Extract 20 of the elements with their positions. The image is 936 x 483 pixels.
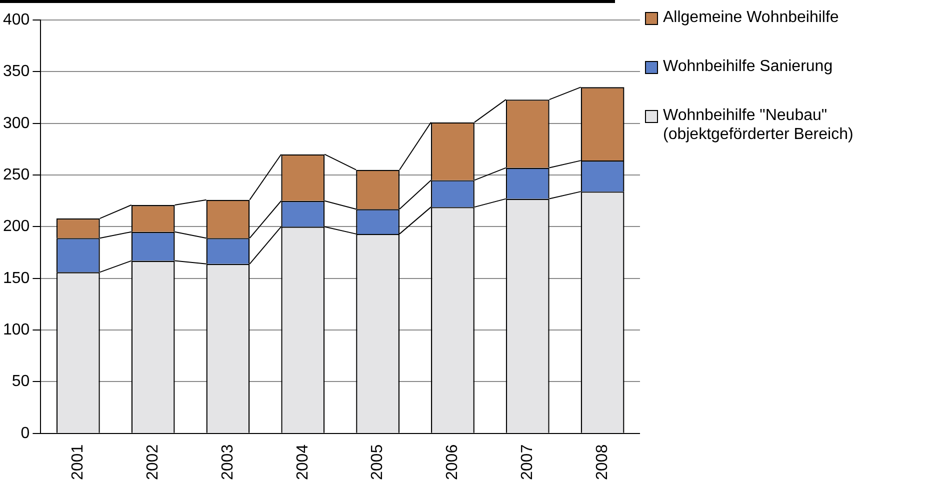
y-tick-label: 350	[2, 63, 30, 80]
legend-label: Wohnbeihilfe "Neubau" (objektgeförderter Bereich)	[663, 106, 854, 144]
y-tick-label: 100	[2, 321, 30, 338]
y-tick-label: 300	[2, 114, 30, 132]
y-tick-label: 50	[12, 373, 30, 390]
y-tick-label: 0	[20, 424, 30, 442]
x-tick-label: 2005	[369, 444, 386, 480]
y-tick-label: 250	[2, 166, 30, 184]
y-tick-label: 150	[2, 270, 30, 287]
x-tick-label: 2003	[219, 444, 236, 480]
x-tick-label: 2002	[144, 444, 162, 480]
legend-label: Wohnbeihilfe Sanierung	[663, 57, 834, 76]
y-tick-label: 200	[2, 218, 30, 236]
x-tick-label: 2001	[70, 444, 87, 480]
x-tick-label: 2006	[444, 444, 462, 480]
x-tick-label: 2004	[294, 444, 312, 480]
x-tick-label: 2008	[594, 444, 611, 480]
legend-label: Allgemeine Wohnbeihilfe	[663, 8, 840, 27]
y-tick-label: 400	[2, 11, 30, 28]
x-tick-label: 2007	[519, 444, 536, 480]
